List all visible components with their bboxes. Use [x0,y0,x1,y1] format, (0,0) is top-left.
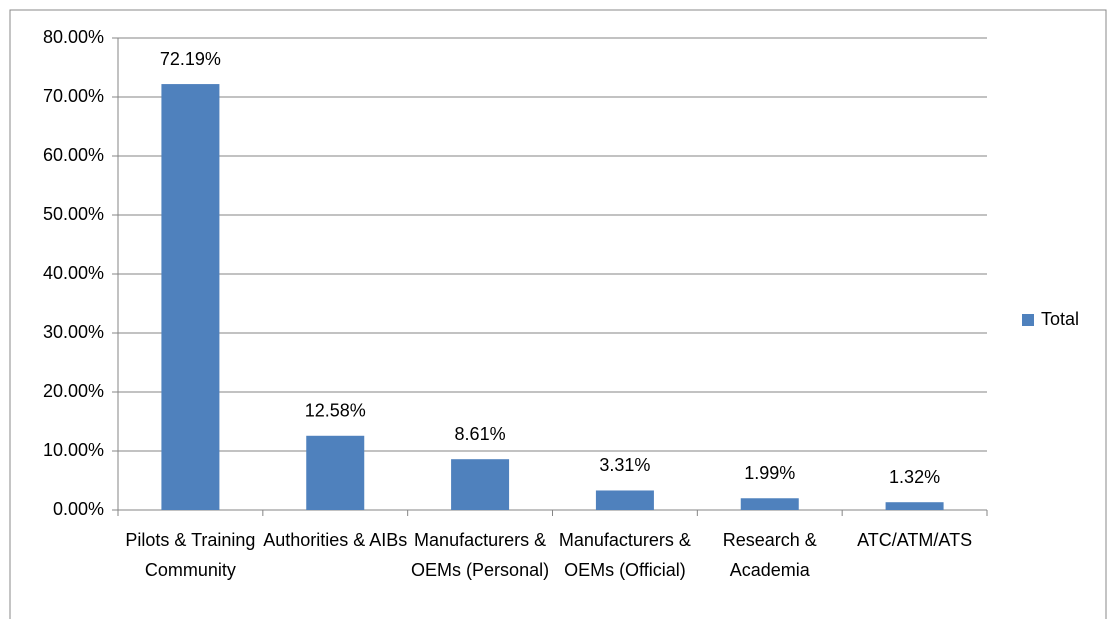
data-label: 3.31% [599,455,650,475]
y-tick-label: 0.00% [53,499,104,519]
data-label: 8.61% [455,424,506,444]
data-label: 1.99% [744,463,795,483]
x-tick-label: Manufacturers & OEMs (Personal) [411,530,550,580]
bar [451,459,510,510]
x-tick-label: Manufacturers & OEMs (Official) [558,530,691,580]
y-tick-label: 50.00% [43,204,104,224]
x-tick-label: Research & Academia [722,530,817,580]
legend-label: Total [1041,309,1079,329]
y-tick-label: 80.00% [43,27,104,47]
legend-swatch [1022,314,1034,326]
bar [885,502,944,510]
y-tick-label: 30.00% [43,322,104,342]
x-tick-label: Pilots & Training Community [125,530,256,580]
bar [161,84,220,510]
bar [306,435,365,510]
chart-border [9,9,1107,619]
y-tick-label: 60.00% [43,145,104,165]
bar [740,498,799,510]
x-tick-label: ATC/ATM/ATS [857,530,973,550]
bar [595,490,654,510]
y-tick-label: 20.00% [43,381,104,401]
y-tick-label: 40.00% [43,263,104,283]
y-tick-label: 10.00% [43,440,104,460]
data-label: 72.19% [160,49,221,69]
data-label: 12.58% [305,401,366,421]
x-tick-label: Authorities & AIBs [263,530,408,550]
y-tick-label: 70.00% [43,86,104,106]
data-label: 1.32% [889,467,940,487]
